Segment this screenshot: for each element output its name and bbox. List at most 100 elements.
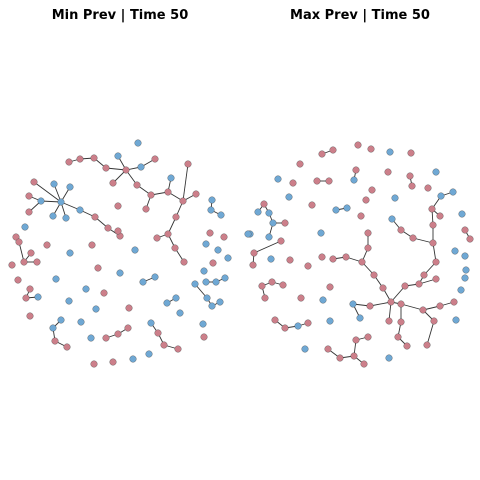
network-edge — [182, 163, 189, 202]
network-node-blue — [294, 322, 302, 330]
network-node-blue — [202, 240, 210, 248]
network-node-red — [384, 168, 392, 176]
network-node-red — [406, 172, 414, 180]
network-node-red — [65, 158, 73, 166]
network-node-blue — [176, 309, 184, 317]
network-node-red — [220, 233, 228, 241]
network-node-red — [329, 146, 337, 154]
network-node-red — [25, 208, 33, 216]
network-node-red — [352, 336, 360, 344]
network-node-blue — [52, 275, 60, 283]
network-node-red — [409, 234, 417, 242]
network-node-red — [104, 224, 112, 232]
network-node-blue — [356, 314, 364, 322]
network-node-red — [336, 354, 344, 362]
network-node-red — [147, 191, 155, 199]
network-node-blue — [461, 274, 469, 282]
network-node-blue — [217, 211, 225, 219]
network-node-blue — [57, 198, 65, 206]
network-node-red — [91, 213, 99, 221]
network-node-red — [366, 302, 374, 310]
network-node-red — [450, 298, 458, 306]
network-node-red — [357, 212, 365, 220]
network-node-blue — [200, 267, 208, 275]
network-node-red — [308, 201, 316, 209]
network-node-red — [154, 329, 162, 337]
network-node-red — [250, 249, 258, 257]
network-node-blue — [21, 223, 29, 231]
network-node-blue — [116, 269, 124, 277]
network-node-red — [432, 275, 440, 283]
network-node-red — [90, 154, 98, 162]
network-node-blue — [208, 196, 216, 204]
network-node-blue — [147, 319, 155, 327]
network-node-red — [206, 229, 214, 237]
network-node-blue — [349, 300, 357, 308]
network-node-blue — [388, 215, 396, 223]
network-node-red — [318, 150, 326, 158]
network-edge — [253, 240, 282, 254]
network-node-red — [420, 271, 428, 279]
edge-layer — [252, 149, 471, 365]
network-node-red — [102, 334, 110, 342]
network-node-blue — [265, 209, 273, 217]
network-node-red — [43, 241, 51, 249]
network-node-red — [114, 202, 122, 210]
network-node-red — [151, 155, 159, 163]
network-node-red — [260, 200, 268, 208]
network-node-red — [277, 237, 285, 245]
network-node-blue — [451, 247, 459, 255]
network-node-blue — [137, 163, 145, 171]
network-node-blue — [202, 278, 210, 286]
network-node-blue — [285, 193, 293, 201]
network-node-blue — [457, 286, 465, 294]
network-node-blue — [224, 254, 232, 262]
network-node-red — [200, 333, 208, 341]
network-node-red — [279, 281, 287, 289]
network-node-red — [329, 255, 337, 263]
network-node-red — [160, 341, 168, 349]
network-node-red — [180, 258, 188, 266]
network-node-red — [90, 360, 98, 368]
network-node-red — [461, 226, 469, 234]
network-node-blue — [139, 278, 147, 286]
network-node-blue — [49, 212, 57, 220]
network-node-blue — [391, 194, 399, 202]
network-node-red — [102, 164, 110, 172]
network-node-red — [397, 300, 405, 308]
network-node-red — [408, 182, 416, 190]
network-node-red — [258, 282, 266, 290]
network-node-red — [436, 212, 444, 220]
network-node-red — [407, 149, 415, 157]
network-node-red — [122, 166, 130, 174]
network-node-blue — [145, 350, 153, 358]
network-node-red — [268, 278, 276, 286]
network-node-red — [342, 253, 350, 261]
network-node-red — [281, 219, 289, 227]
network-node-red — [26, 285, 34, 293]
network-node-red — [76, 155, 84, 163]
network-node-blue — [65, 297, 73, 305]
network-node-red — [428, 205, 436, 213]
network-node-red — [88, 241, 96, 249]
network-panel-max-prev — [244, 141, 474, 368]
network-node-blue — [34, 293, 42, 301]
network-edge — [426, 320, 435, 346]
network-node-blue — [332, 206, 340, 214]
edge-layer — [18, 155, 226, 350]
network-node-blue — [163, 299, 171, 307]
network-node-red — [14, 276, 22, 284]
network-node-blue — [274, 175, 282, 183]
network-node-blue — [191, 280, 199, 288]
network-node-red — [466, 235, 474, 243]
network-node-red — [164, 230, 172, 238]
network-node-red — [304, 319, 312, 327]
node-layer — [244, 141, 474, 368]
network-node-blue — [203, 294, 211, 302]
network-node-red — [364, 244, 372, 252]
network-node-blue — [87, 334, 95, 342]
network-node-blue — [76, 206, 84, 214]
network-node-red — [8, 261, 16, 269]
network-node-red — [94, 264, 102, 272]
